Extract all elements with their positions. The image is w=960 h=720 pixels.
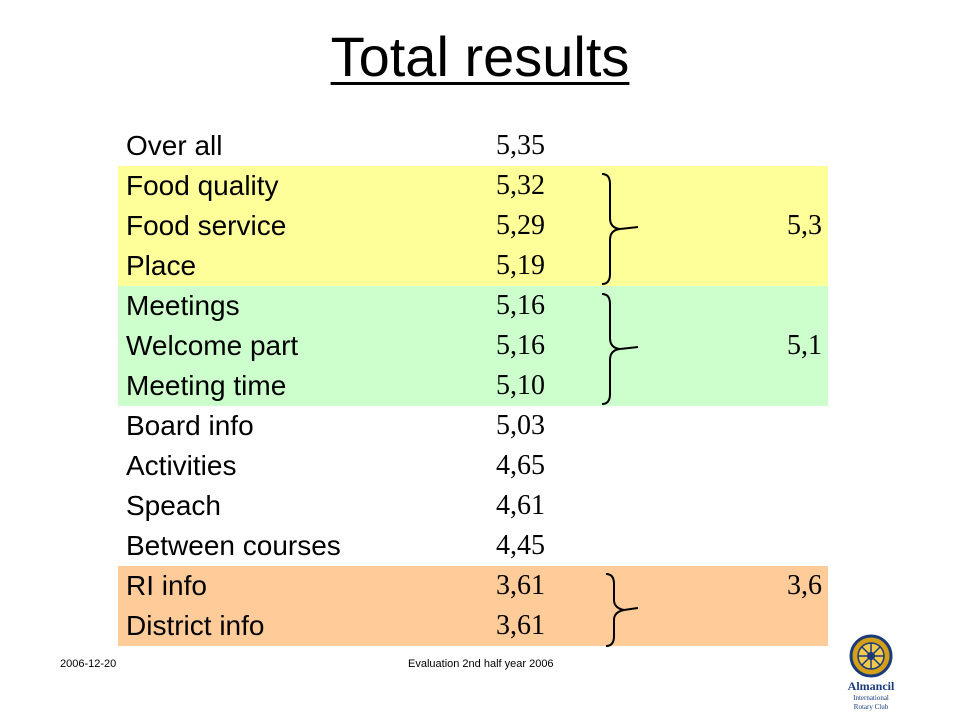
row-value: 4,61 [496, 490, 545, 521]
row-value: 5,32 [496, 170, 545, 201]
logo-text-line1: Almancil [848, 679, 895, 693]
row-value: 5,19 [496, 250, 545, 281]
row-value: 5,10 [496, 370, 545, 401]
group-brace-meetings [601, 293, 639, 405]
group-brace-food [601, 173, 639, 285]
footer-date: 2006-12-20 [60, 658, 117, 670]
row-label: Place [126, 250, 197, 281]
row-value: 5,03 [496, 410, 545, 441]
row-label: Over all [126, 130, 223, 161]
table-row: Welcome part 5,16 [118, 326, 828, 366]
row-label: RI info [126, 570, 207, 601]
row-label: Activities [126, 450, 237, 481]
table-row: Food quality 5,32 [118, 166, 828, 206]
table-row: Board info 5,03 [118, 406, 828, 446]
row-value: 4,45 [496, 530, 545, 561]
results-table: Over all 5,35 Food quality 5,32 Food ser… [118, 126, 828, 647]
logo-text-line2: International [853, 694, 889, 702]
row-value: 5,35 [496, 130, 545, 161]
table-row: Activities 4,65 [118, 446, 828, 486]
table-row: District info 3,61 [118, 606, 828, 646]
row-label: District info [126, 610, 265, 641]
row-label: Speach [126, 490, 221, 521]
row-value: 3,61 [496, 570, 545, 601]
row-label: Between courses [126, 530, 341, 561]
row-label: Board info [126, 410, 254, 441]
row-label: Welcome part [126, 330, 299, 361]
rotary-logo-icon: Almancil International Rotary Club [848, 634, 895, 711]
row-value: 3,61 [496, 610, 545, 641]
group-average-food: 5,3 [787, 210, 822, 241]
row-label: Food service [126, 210, 287, 241]
table-row: Speach 4,61 [118, 486, 828, 526]
footer-caption: Evaluation 2nd half year 2006 [408, 658, 554, 670]
table-row: Place 5,19 [118, 246, 828, 286]
row-value: 4,65 [496, 450, 545, 481]
group-average-info: 3,6 [787, 570, 822, 601]
row-value: 5,16 [496, 330, 545, 361]
table-row: Between courses 4,45 [118, 526, 828, 566]
table-row: Meeting time 5,10 [118, 366, 828, 406]
table-row: Over all 5,35 [118, 126, 828, 166]
table-row: Food service 5,29 [118, 206, 828, 246]
row-label: Food quality [126, 170, 279, 201]
group-average-meetings: 5,1 [787, 330, 822, 361]
table-row: Meetings 5,16 [118, 286, 828, 326]
logo-text-line3: Rotary Club [854, 703, 889, 711]
row-value: 5,16 [496, 290, 545, 321]
row-label: Meetings [126, 290, 240, 321]
slide-title: Total results [330, 25, 630, 88]
row-value: 5,29 [496, 210, 545, 241]
row-label: Meeting time [126, 370, 287, 401]
group-brace-info [605, 573, 639, 647]
table-row: RI info 3,61 [118, 566, 828, 606]
